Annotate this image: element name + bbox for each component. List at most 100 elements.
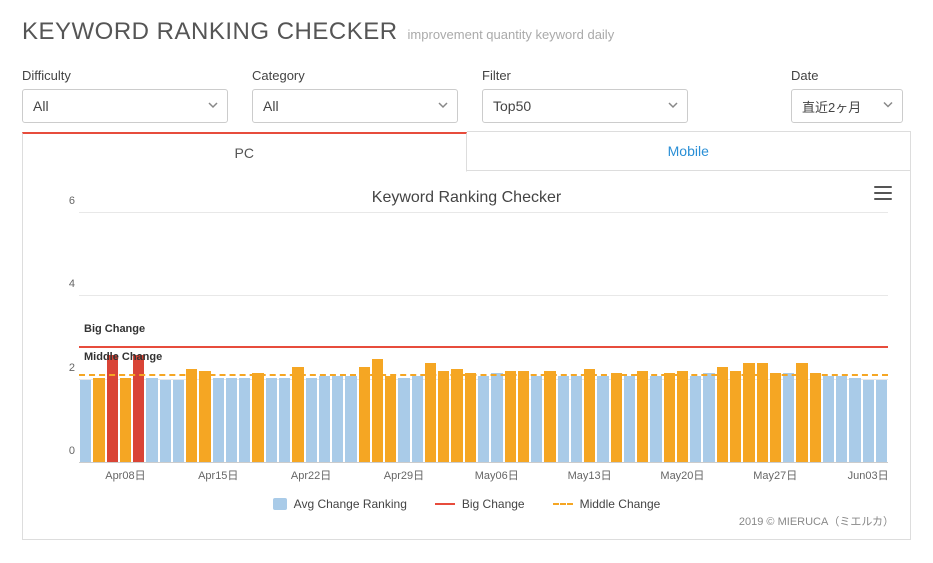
x-tick: May13日 <box>568 467 612 483</box>
bar <box>624 376 635 464</box>
filters-row: Difficulty All Category All Filter Top50… <box>22 68 911 123</box>
bar <box>385 376 396 464</box>
x-tick: May27日 <box>753 467 797 483</box>
bar <box>597 376 608 464</box>
legend-item: Middle Change <box>553 497 661 511</box>
difficulty-value: All <box>33 98 49 114</box>
bar <box>876 380 887 463</box>
filter-label: Filter <box>482 68 712 83</box>
category-value: All <box>263 98 279 114</box>
bar <box>319 376 330 464</box>
bar <box>664 373 675 463</box>
legend-label: Avg Change Ranking <box>294 497 407 511</box>
hamburger-icon[interactable] <box>874 185 892 206</box>
bar <box>743 363 754 463</box>
filter-select[interactable]: Top50 <box>482 89 688 123</box>
bar <box>279 378 290 463</box>
bar <box>146 378 157 463</box>
bar <box>173 380 184 463</box>
bar <box>252 373 263 463</box>
tabs: PC Mobile <box>22 131 911 171</box>
category-select[interactable]: All <box>252 89 458 123</box>
bar <box>491 373 502 463</box>
bar <box>80 380 91 463</box>
date-value: 直近2ヶ月 <box>802 97 861 116</box>
bar <box>306 378 317 463</box>
legend-label: Big Change <box>462 497 525 511</box>
chart-title: Keyword Ranking Checker <box>39 189 894 207</box>
chart-legend: Avg Change Ranking Big Change Middle Chang… <box>39 497 894 511</box>
reference-line <box>79 346 888 348</box>
bar <box>478 376 489 464</box>
bar <box>107 355 118 463</box>
y-tick: 0 <box>51 445 75 457</box>
bar <box>226 378 237 463</box>
x-tick: Apr15日 <box>198 467 238 483</box>
x-tick: Apr29日 <box>384 467 424 483</box>
bar <box>133 355 144 463</box>
bar <box>292 367 303 463</box>
bar <box>611 373 622 463</box>
bar <box>213 378 224 463</box>
bar <box>531 376 542 464</box>
x-tick: May20日 <box>660 467 704 483</box>
bar <box>584 369 595 463</box>
bar <box>359 367 370 463</box>
bar <box>505 371 516 463</box>
bar <box>239 378 250 463</box>
bar <box>823 376 834 464</box>
x-tick: Jun03日 <box>848 467 889 483</box>
bar <box>465 373 476 463</box>
bar <box>451 369 462 463</box>
legend-item: Big Change <box>435 497 525 511</box>
chevron-down-icon <box>207 98 219 114</box>
legend-item: Avg Change Ranking <box>273 497 407 511</box>
bar <box>783 373 794 463</box>
x-tick: Apr08日 <box>105 467 145 483</box>
bar <box>160 380 171 463</box>
bar <box>518 371 529 463</box>
bar <box>558 376 569 464</box>
bar <box>757 363 768 463</box>
chevron-down-icon <box>882 99 894 114</box>
legend-swatch <box>435 503 455 505</box>
date-label: Date <box>791 68 911 83</box>
bar <box>849 378 860 463</box>
x-tick: May06日 <box>475 467 519 483</box>
bar <box>412 376 423 464</box>
bar <box>703 373 714 463</box>
tab-mobile[interactable]: Mobile <box>467 131 912 171</box>
bar <box>199 371 210 463</box>
copyright: 2019 © MIERUCA（ミエルカ） <box>39 513 894 529</box>
bar <box>438 371 449 463</box>
bar <box>398 378 409 463</box>
bar <box>120 378 131 463</box>
difficulty-label: Difficulty <box>22 68 252 83</box>
page-subtitle: improvement quantity keyword daily <box>408 27 615 42</box>
legend-swatch <box>273 498 287 510</box>
bar <box>863 380 874 463</box>
chevron-down-icon <box>667 98 679 114</box>
reference-line-label: Middle Change <box>83 350 163 362</box>
date-select[interactable]: 直近2ヶ月 <box>791 89 903 123</box>
bar <box>770 373 781 463</box>
chart-area: 0246 Big ChangeMiddle Change Apr08日Apr15… <box>79 213 888 483</box>
y-tick: 4 <box>51 278 75 290</box>
bar <box>810 373 821 463</box>
y-tick: 2 <box>51 362 75 374</box>
filter-value: Top50 <box>493 98 531 114</box>
category-label: Category <box>252 68 482 83</box>
chart-panel: Keyword Ranking Checker 0246 Big ChangeM… <box>22 171 911 540</box>
bar <box>345 376 356 464</box>
page-title: KEYWORD RANKING CHECKER <box>22 18 398 46</box>
legend-label: Middle Change <box>580 497 661 511</box>
bar <box>332 376 343 464</box>
bar <box>796 363 807 463</box>
difficulty-select[interactable]: All <box>22 89 228 123</box>
bar <box>677 371 688 463</box>
x-tick: Apr22日 <box>291 467 331 483</box>
bar <box>266 378 277 463</box>
bar <box>186 369 197 463</box>
tab-pc[interactable]: PC <box>22 132 467 172</box>
bar <box>730 371 741 463</box>
